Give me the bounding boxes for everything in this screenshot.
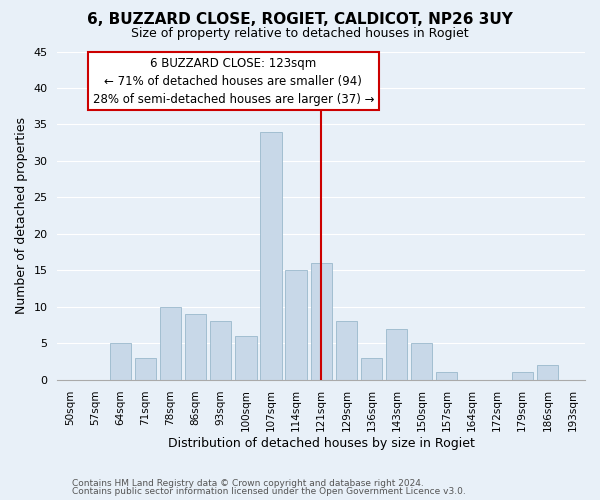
Bar [134, 358, 156, 380]
Bar [361, 358, 382, 380]
Text: 6, BUZZARD CLOSE, ROGIET, CALDICOT, NP26 3UY: 6, BUZZARD CLOSE, ROGIET, CALDICOT, NP26… [87, 12, 513, 28]
Bar [286, 270, 307, 380]
Bar [210, 322, 232, 380]
Bar [185, 314, 206, 380]
Bar [160, 306, 181, 380]
Text: Contains public sector information licensed under the Open Government Licence v3: Contains public sector information licen… [72, 487, 466, 496]
X-axis label: Distribution of detached houses by size in Rogiet: Distribution of detached houses by size … [168, 437, 475, 450]
Text: Contains HM Land Registry data © Crown copyright and database right 2024.: Contains HM Land Registry data © Crown c… [72, 478, 424, 488]
Bar [386, 328, 407, 380]
Bar [235, 336, 257, 380]
Bar [436, 372, 457, 380]
Bar [512, 372, 533, 380]
Bar [411, 343, 433, 380]
Bar [335, 322, 357, 380]
Bar [260, 132, 281, 380]
Bar [536, 365, 558, 380]
Y-axis label: Number of detached properties: Number of detached properties [15, 117, 28, 314]
Bar [311, 263, 332, 380]
Text: 6 BUZZARD CLOSE: 123sqm
← 71% of detached houses are smaller (94)
28% of semi-de: 6 BUZZARD CLOSE: 123sqm ← 71% of detache… [92, 56, 374, 106]
Bar [110, 343, 131, 380]
Text: Size of property relative to detached houses in Rogiet: Size of property relative to detached ho… [131, 28, 469, 40]
